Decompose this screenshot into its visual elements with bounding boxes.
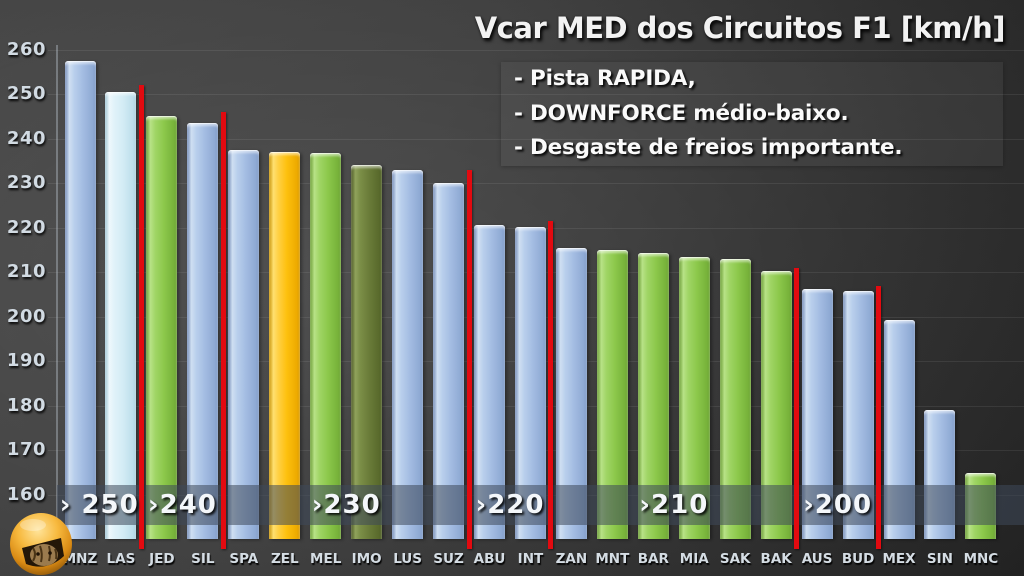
x-axis-label-jed: JED — [149, 551, 175, 567]
y-axis-label: 210 — [6, 261, 46, 283]
x-axis-label-spa: SPA — [229, 551, 259, 567]
x-axis-label-imo: IMO — [351, 551, 382, 567]
x-axis-label-mex: MEX — [882, 551, 916, 567]
bar-jed — [146, 115, 178, 539]
x-axis-label-mia: MIA — [679, 551, 709, 567]
cat-stripes — [32, 545, 58, 563]
x-axis-label-sin: SIN — [926, 551, 953, 567]
band-label: ›200 — [803, 490, 873, 520]
note-line-1: - Pista RAPIDA, — [514, 66, 696, 91]
notes-box: - Pista RAPIDA, - DOWNFORCE médio-baixo.… — [501, 62, 1003, 166]
bar-suz — [433, 182, 465, 539]
cat-face — [30, 544, 58, 566]
red-separator-line — [876, 285, 882, 549]
band-label: ›210 — [639, 490, 709, 520]
bar-sil — [187, 122, 219, 539]
gridline-240 — [48, 138, 1024, 140]
bar-mel — [310, 152, 342, 539]
chart-title: Vcar MED dos Circuitos F1 [km/h] — [474, 11, 1006, 45]
y-axis-label: 220 — [6, 216, 46, 238]
cat-eye-right — [48, 551, 52, 555]
note-line-3: - Desgaste de freios importante. — [514, 135, 903, 160]
x-axis-label-lus: LUS — [393, 551, 422, 567]
bar-spa — [228, 150, 260, 539]
x-axis-label-las: LAS — [106, 551, 136, 567]
cat-helmet-logo — [10, 513, 72, 575]
x-axis-label-mel: MEL — [310, 551, 342, 567]
gridline-230 — [48, 183, 1024, 185]
helmet-highlight — [20, 519, 46, 531]
gridline-250 — [48, 94, 1024, 96]
x-axis-label-bud: BUD — [841, 551, 875, 567]
x-axis-label-sak: SAK — [719, 551, 751, 567]
band-label: ›220 — [475, 490, 545, 520]
bar-zel — [269, 151, 301, 539]
bar-mnz — [64, 60, 96, 539]
bar-lus — [392, 170, 424, 539]
y-axis-label: 240 — [6, 127, 46, 149]
x-axis-label-mnt: MNT — [595, 551, 630, 567]
y-axis-label: 250 — [6, 83, 46, 105]
red-separator-line — [466, 169, 472, 549]
x-axis-label-mnc: MNC — [963, 551, 999, 567]
band-label: ›230 — [311, 490, 381, 520]
x-axis-label-sil: SIL — [191, 551, 215, 567]
y-axis-label: 230 — [6, 172, 46, 194]
bar-las — [105, 92, 137, 539]
gridline-260 — [48, 49, 1024, 51]
threshold-band-overlay — [57, 485, 1024, 525]
cat-eye-left — [36, 552, 40, 556]
y-axis-label: 160 — [6, 483, 46, 505]
y-axis-label: 170 — [6, 439, 46, 461]
red-separator-line — [220, 112, 226, 549]
red-separator-line — [138, 85, 144, 549]
y-axis-line — [56, 45, 58, 547]
x-axis-label-suz: SUZ — [433, 551, 464, 567]
x-axis-label-bak: BAK — [760, 551, 792, 567]
y-axis-label: 180 — [6, 394, 46, 416]
red-separator-line — [794, 267, 800, 549]
y-axis-label: 190 — [6, 350, 46, 372]
x-axis-label-zan: ZAN — [555, 551, 588, 567]
x-axis-label-zel: ZEL — [270, 551, 299, 567]
y-axis-label: 260 — [6, 38, 46, 60]
x-axis-label-bar: BAR — [637, 551, 669, 567]
band-label: ›240 — [147, 490, 217, 520]
band-label: › 250 — [59, 490, 139, 520]
bar-imo — [351, 165, 383, 539]
red-separator-line — [548, 221, 554, 549]
x-axis-label-abu: ABU — [473, 551, 506, 567]
x-axis-label-aus: AUS — [801, 551, 833, 567]
y-axis-label: 200 — [6, 305, 46, 327]
x-axis-label-mnz: MNZ — [62, 551, 98, 567]
note-line-2: - DOWNFORCE médio-baixo. — [514, 100, 849, 126]
x-axis-label-int: INT — [517, 551, 544, 567]
